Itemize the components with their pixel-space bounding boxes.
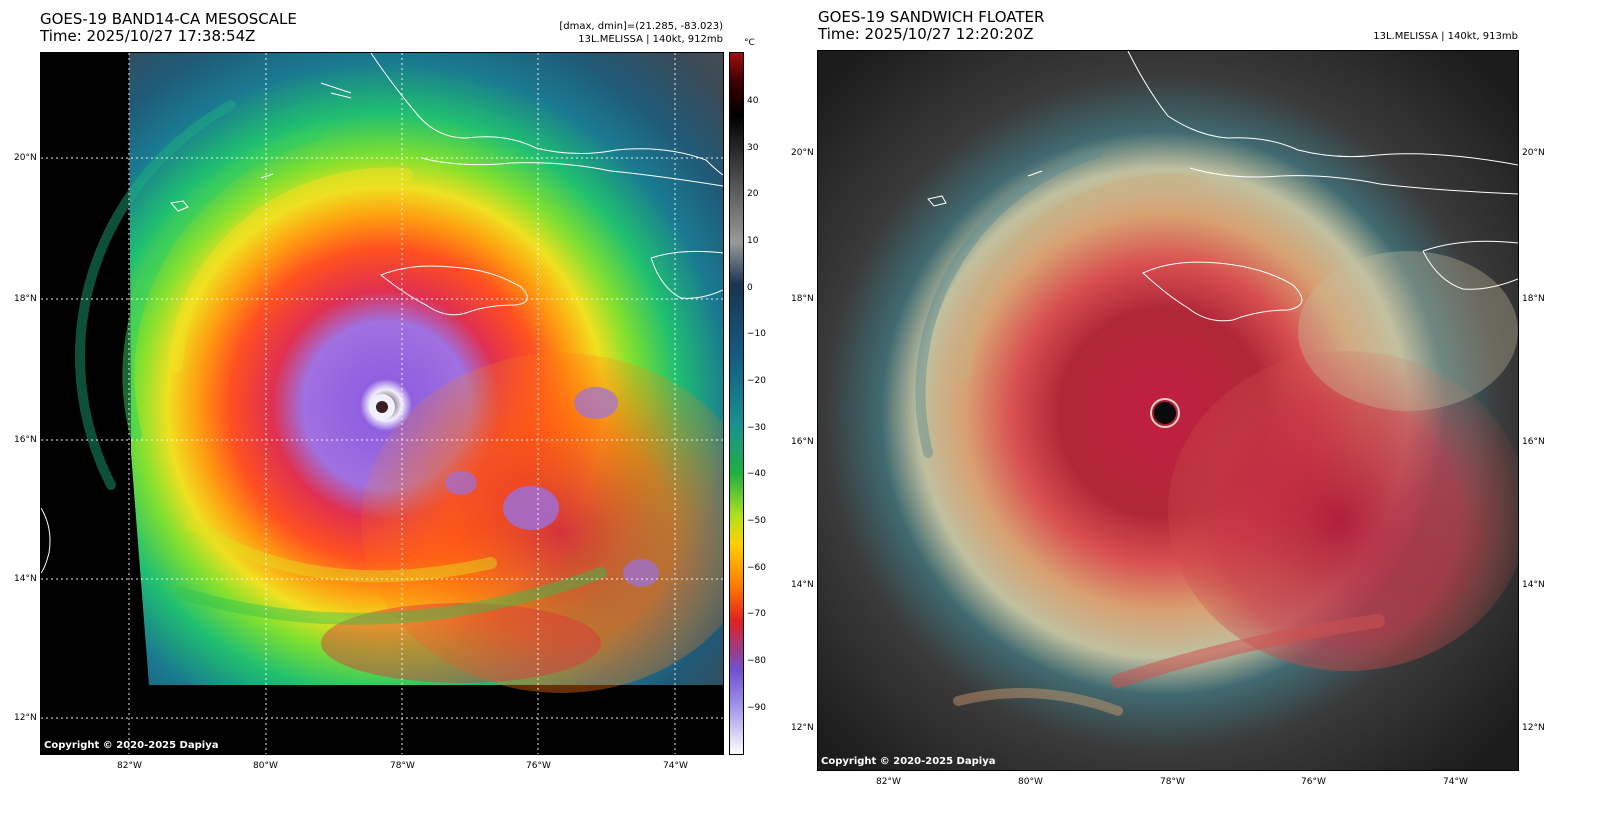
colorbar-tick: 10	[747, 236, 759, 246]
colorbar-tick: −80	[747, 656, 766, 666]
left-map-title: GOES-19 BAND14-CA MESOSCALE	[40, 10, 297, 28]
right-lat-label-16: 16°N	[791, 437, 814, 447]
left-lon-label-74: 74°W	[663, 761, 688, 771]
right-lon-label-76: 76°W	[1301, 777, 1326, 787]
left-lon-label-78: 78°W	[390, 761, 415, 771]
colorbar-tick: 20	[747, 189, 759, 199]
right-lon-label-82: 82°W	[876, 777, 901, 787]
right-lat-label-16-r: 16°N	[1522, 437, 1545, 447]
left-lon-label-80: 80°W	[253, 761, 278, 771]
right-lat-label-14: 14°N	[791, 580, 814, 590]
right-copyright: Copyright © 2020-2025 Dapiya	[821, 756, 996, 767]
colorbar-tick: −10	[747, 329, 766, 339]
right-storm-info: 13L.MELISSA | 140kt, 913mb	[1373, 31, 1518, 42]
left-lat-label-16: 16°N	[14, 435, 37, 445]
colorbar-tick: −40	[747, 469, 766, 479]
left-storm-info: 13L.MELISSA | 140kt, 912mb	[578, 34, 723, 45]
colorbar-tick: 0	[747, 283, 753, 293]
left-map-time: Time: 2025/10/27 17:38:54Z	[40, 27, 256, 45]
colorbar-tick: −90	[747, 703, 766, 713]
left-lat-label-20: 20°N	[14, 153, 37, 163]
right-lon-label-74: 74°W	[1443, 777, 1468, 787]
left-lat-label-14: 14°N	[14, 574, 37, 584]
colorbar-tick: −20	[747, 376, 766, 386]
right-lat-label-20-r: 20°N	[1522, 148, 1545, 158]
left-lon-label-82: 82°W	[117, 761, 142, 771]
colorbar-unit: °C	[744, 38, 755, 48]
colorbar-tick: 40	[747, 96, 759, 106]
right-lat-label-20: 20°N	[791, 148, 814, 158]
right-lat-label-18: 18°N	[791, 294, 814, 304]
right-lat-label-14-r: 14°N	[1522, 580, 1545, 590]
right-lat-label-12-r: 12°N	[1522, 723, 1545, 733]
left-dmax-dmin: [dmax, dmin]=(21.285, -83.023)	[559, 21, 723, 32]
colorbar-tick: −70	[747, 609, 766, 619]
right-sandwich-imagery	[818, 51, 1518, 770]
left-lon-label-76: 76°W	[526, 761, 551, 771]
left-lat-label-18: 18°N	[14, 294, 37, 304]
colorbar-tick: −30	[747, 423, 766, 433]
colorbar-tick: −60	[747, 563, 766, 573]
left-ir-imagery	[41, 53, 723, 754]
right-lat-label-18-r: 18°N	[1522, 294, 1545, 304]
right-lat-label-12: 12°N	[791, 723, 814, 733]
left-ir-map[interactable]: Copyright © 2020-2025 Dapiya	[40, 52, 724, 755]
right-map-title: GOES-19 SANDWICH FLOATER	[818, 8, 1045, 26]
right-lon-label-80: 80°W	[1018, 777, 1043, 787]
colorbar-scale	[729, 52, 744, 755]
colorbar-tick: −50	[747, 516, 766, 526]
right-sandwich-map[interactable]: Copyright © 2020-2025 Dapiya	[817, 50, 1519, 771]
colorbar-tick: 30	[747, 143, 759, 153]
left-copyright: Copyright © 2020-2025 Dapiya	[44, 740, 219, 751]
right-map-time: Time: 2025/10/27 12:20:20Z	[818, 25, 1034, 43]
left-lat-label-12: 12°N	[14, 713, 37, 723]
right-lon-label-78: 78°W	[1160, 777, 1185, 787]
